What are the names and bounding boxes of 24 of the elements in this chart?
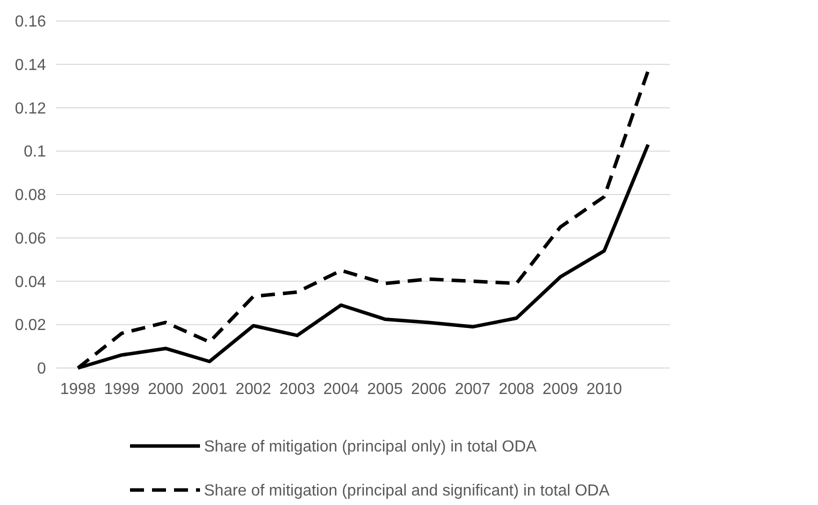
y-tick-label: 0.12 — [14, 100, 46, 118]
x-tick-label: 1999 — [104, 381, 140, 398]
x-tick-label: 2001 — [192, 381, 228, 398]
x-tick-label: 2009 — [542, 381, 578, 398]
y-tick-label: 0 — [37, 360, 46, 378]
x-tick-label: 1998 — [60, 381, 96, 398]
x-tick-label: 2005 — [367, 381, 403, 398]
x-tick-label: 2004 — [323, 381, 359, 398]
x-tick-label: 2010 — [586, 381, 622, 398]
y-tick-label: 0.02 — [14, 317, 46, 334]
x-tick-label: 2000 — [148, 381, 184, 398]
y-tick-label: 0.16 — [14, 14, 46, 31]
y-tick-label: 0.04 — [14, 274, 46, 291]
x-tick-label: 2006 — [410, 381, 447, 398]
x-tick-label: 2002 — [236, 381, 272, 398]
legend-label: Share of mitigation (principal and significant) in total ODA — [204, 482, 610, 500]
legend-label: Share of mitigation (principal only) in total ODA — [204, 438, 537, 456]
y-tick-label: 0.1 — [24, 144, 46, 161]
y-tick-label: 0.08 — [14, 187, 46, 204]
x-tick-label: 2007 — [454, 381, 491, 398]
x-tick-label: 2003 — [279, 381, 316, 398]
x-tick-label: 2008 — [498, 381, 534, 398]
y-tick-label: 0.06 — [14, 230, 46, 248]
y-tick-label: 0.14 — [14, 56, 46, 74]
